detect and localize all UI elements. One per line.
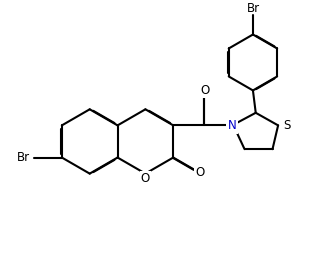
Text: O: O <box>201 84 210 97</box>
Text: O: O <box>141 172 150 185</box>
Text: S: S <box>283 119 290 132</box>
Text: O: O <box>195 166 205 179</box>
Text: Br: Br <box>246 2 259 15</box>
Text: Br: Br <box>16 151 30 164</box>
Text: N: N <box>227 119 236 132</box>
